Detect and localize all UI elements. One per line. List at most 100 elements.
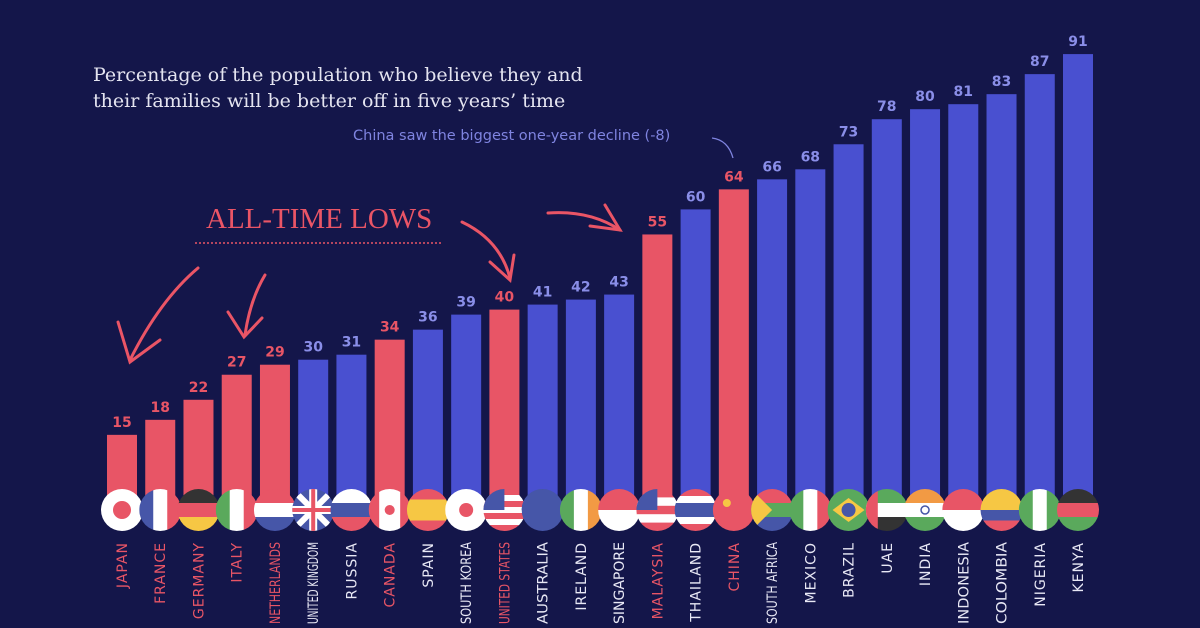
bar-united-kingdom (298, 359, 329, 510)
bar-singapore (604, 294, 635, 510)
value-label: 15 (112, 415, 131, 431)
bar-brazil (833, 144, 864, 510)
flag-united-kingdom-icon (292, 489, 335, 531)
flag-singapore-icon (598, 489, 641, 531)
bar-netherlands (259, 364, 290, 510)
category-label: ITALY (230, 542, 246, 583)
category-label: CANADA (383, 542, 399, 608)
category-label: SOUTH KOREA (459, 542, 475, 624)
flag-india-icon (904, 489, 947, 531)
value-label: 64 (724, 169, 744, 185)
flag-colombia-icon (980, 489, 1023, 531)
bar-nigeria (1024, 74, 1055, 510)
flag-australia-icon (521, 489, 564, 531)
value-label: 78 (877, 99, 896, 115)
bar-russia (336, 354, 367, 510)
category-label: NETHERLANDS (268, 542, 284, 624)
flag-ireland-icon (559, 489, 602, 531)
category-label: INDONESIA (956, 542, 972, 624)
value-label: 30 (303, 340, 323, 356)
category-label: UNITED STATES (497, 542, 513, 624)
flag-spain-icon (406, 489, 449, 531)
bar-indonesia (948, 104, 979, 510)
flag-malaysia-icon (636, 489, 679, 531)
flag-united-states-icon (483, 489, 526, 531)
flag-netherlands-icon (253, 489, 296, 531)
flag-indonesia-icon (942, 489, 985, 531)
flag-south-korea-icon (445, 489, 488, 531)
bar-india (910, 109, 941, 510)
flag-canada-icon (368, 489, 411, 531)
value-label: 41 (533, 285, 552, 301)
category-label: UAE (880, 542, 896, 574)
value-label: 34 (380, 320, 400, 336)
category-label: JAPAN (115, 542, 131, 589)
bar-south-korea (451, 314, 482, 510)
flag-kenya-icon (1057, 489, 1099, 531)
category-label: NIGERIA (1033, 542, 1049, 607)
category-label: MALAYSIA (650, 542, 666, 619)
chart-title: Percentage of the population who believe… (93, 64, 583, 112)
bar-australia (527, 304, 558, 510)
flag-china-icon (712, 489, 755, 531)
value-label: 60 (686, 189, 706, 205)
value-label: 80 (915, 89, 935, 105)
flag-france-icon (139, 489, 182, 531)
bar-south-africa (757, 179, 788, 510)
arrows (116, 203, 623, 365)
value-label: 22 (189, 380, 208, 396)
value-label: 40 (495, 290, 515, 306)
china-annotation: China saw the biggest one-year decline (… (353, 128, 671, 144)
arrow-italy (243, 273, 267, 337)
bar-thailand (680, 209, 711, 510)
category-label: AUSTRALIA (536, 542, 552, 624)
arrow-japan (128, 266, 200, 362)
value-label: 73 (839, 124, 858, 140)
value-label: 18 (150, 400, 169, 416)
category-label: COLOMBIA (995, 542, 1011, 624)
bar-italy (221, 374, 252, 510)
category-label: KENYA (1071, 542, 1087, 593)
flag-uae-icon (865, 489, 908, 531)
bar-united-states (489, 309, 520, 510)
category-label: GERMANY (191, 542, 207, 619)
value-label: 29 (265, 345, 284, 361)
value-label: 83 (992, 74, 1011, 90)
category-label: INDIA (918, 542, 934, 586)
value-label: 91 (1068, 34, 1087, 50)
value-label: 81 (954, 84, 973, 100)
arrow-us (460, 220, 512, 280)
bar-ireland (565, 299, 596, 510)
bar-mexico (795, 169, 826, 510)
category-label: BRAZIL (842, 542, 858, 598)
flag-nigeria-icon (1018, 489, 1061, 531)
flag-south-africa-icon (751, 489, 794, 531)
arrow-malaysia (546, 211, 622, 232)
flag-japan-icon (101, 489, 143, 531)
flag-russia-icon (330, 489, 373, 531)
value-label: 66 (762, 159, 781, 175)
bar-spain (412, 329, 443, 510)
category-label: SPAIN (421, 542, 437, 588)
arrow-japan-head (116, 320, 162, 365)
category-label: CHINA (727, 542, 743, 591)
arrow-us-head (488, 253, 516, 283)
china-note-leader (711, 137, 734, 159)
flag-italy-icon (215, 489, 258, 531)
arrow-malaysia-head (588, 203, 623, 232)
category-label: IRELAND (574, 542, 590, 611)
bar-china (718, 189, 749, 511)
value-label: 36 (418, 310, 437, 326)
flag-mexico-icon (789, 489, 832, 531)
bar-malaysia (642, 234, 673, 510)
value-label: 68 (801, 149, 820, 165)
category-label: UNITED KINGDOM (306, 542, 322, 624)
bar-canada (374, 339, 405, 510)
category-label: SOUTH AFRICA (765, 542, 781, 624)
value-label: 31 (342, 335, 361, 351)
value-label: 43 (609, 275, 628, 291)
category-label: RUSSIA (344, 542, 360, 599)
category-label: THAILAND (689, 542, 705, 623)
category-label: FRANCE (153, 542, 169, 604)
